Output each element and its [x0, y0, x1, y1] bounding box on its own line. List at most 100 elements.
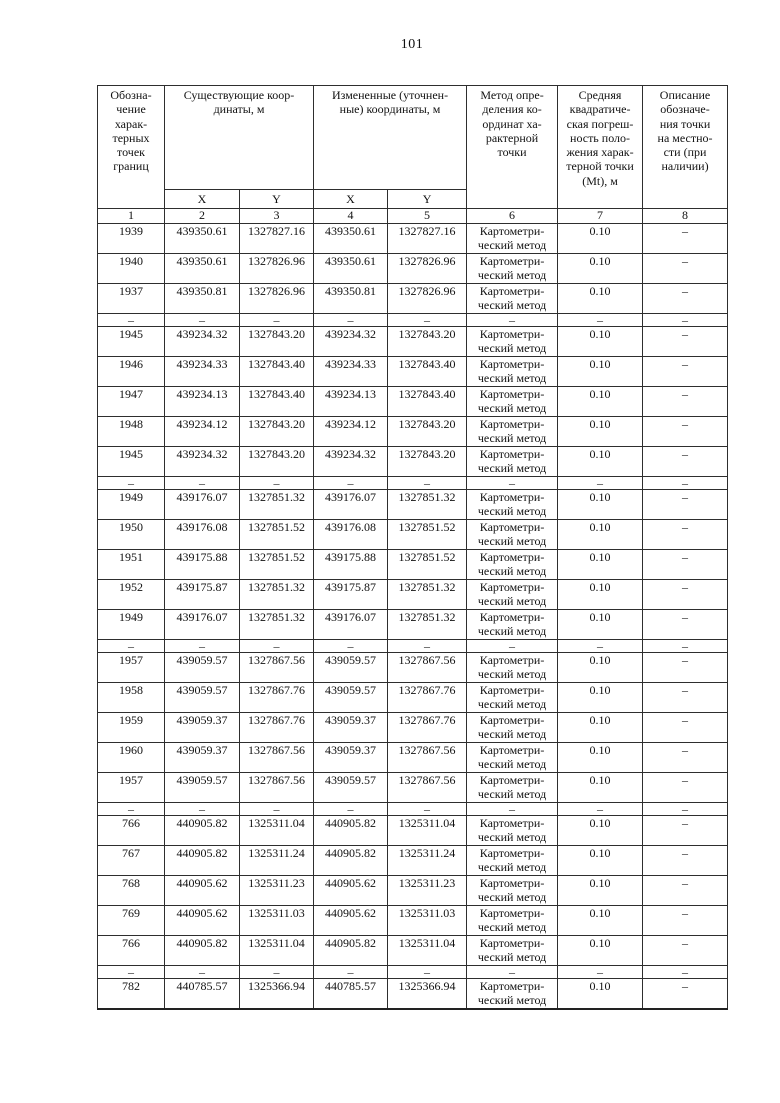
cell-point: 1952: [97, 579, 165, 610]
cell-x-existing: 439176.07: [164, 609, 240, 640]
cell-point: 766: [97, 815, 165, 846]
cell-error: 0.10: [557, 712, 644, 743]
separator-row: – – – – – – – –: [97, 639, 729, 653]
cell-method: –: [466, 476, 559, 490]
cell-y-changed: 1327851.52: [387, 549, 468, 580]
cell-method: Картометри- ческий метод: [466, 609, 559, 640]
cell-point: 766: [97, 935, 165, 966]
cell-point: –: [97, 639, 165, 653]
cell-y-existing: 1325311.23: [238, 875, 315, 906]
header-y-existing: Y: [238, 189, 315, 209]
header-row-main: Обозна- чение харак- терных точек границ…: [97, 85, 729, 209]
cell-x-changed: 440785.57: [313, 978, 389, 1009]
cell-point: 767: [97, 845, 165, 876]
cell-point: 1957: [97, 772, 165, 803]
cell-x-changed: 439176.08: [313, 519, 389, 550]
cell-error: –: [557, 965, 644, 979]
cell-x-changed: 440905.62: [313, 905, 389, 936]
column-number-5: 5: [387, 208, 468, 224]
cell-method: –: [466, 639, 559, 653]
cell-x-existing: 439059.37: [164, 712, 240, 743]
cell-y-changed: 1327843.20: [387, 326, 468, 357]
cell-description: –: [642, 978, 729, 1009]
header-method: Метод опре- деления ко- ординат ха- ракт…: [466, 85, 559, 209]
cell-x-existing: –: [164, 313, 240, 327]
cell-x-changed: 439234.32: [313, 326, 389, 357]
cell-x-existing: 439350.61: [164, 253, 240, 284]
header-row-xy: X Y X Y: [98, 189, 728, 209]
table-row: 1939 439350.61 1327827.16 439350.61 1327827.…: [97, 223, 729, 254]
cell-method: Картометри- ческий метод: [466, 712, 559, 743]
cell-x-changed: 439059.37: [313, 742, 389, 773]
cell-x-existing: –: [164, 802, 240, 816]
cell-point: 1960: [97, 742, 165, 773]
cell-y-existing: 1325311.04: [238, 935, 315, 966]
cell-x-changed: –: [313, 639, 389, 653]
cell-x-changed: 439234.13: [313, 386, 389, 417]
cell-point: –: [97, 802, 165, 816]
cell-method: Картометри- ческий метод: [466, 579, 559, 610]
cell-y-changed: 1325311.04: [387, 935, 468, 966]
column-number-1: 1: [97, 208, 165, 224]
cell-method: Картометри- ческий метод: [466, 326, 559, 357]
cell-y-changed: –: [387, 802, 468, 816]
header-point-designation: Обозна- чение харак- терных точек границ: [97, 85, 165, 209]
cell-point: 1940: [97, 253, 165, 284]
cell-y-existing: 1325366.94: [238, 978, 315, 1009]
cell-y-changed: 1327827.16: [387, 223, 468, 254]
cell-x-changed: 439059.37: [313, 712, 389, 743]
cell-description: –: [642, 965, 729, 979]
cell-method: Картометри- ческий метод: [466, 446, 559, 477]
cell-error: 0.10: [557, 652, 644, 683]
cell-x-existing: 440785.57: [164, 978, 240, 1009]
cell-description: –: [642, 476, 729, 490]
cell-y-existing: 1327867.76: [238, 712, 315, 743]
cell-method: Картометри- ческий метод: [466, 905, 559, 936]
cell-point: 1950: [97, 519, 165, 550]
header-mean-square-error: Средняя квадратиче- ская погреш- ность п…: [557, 85, 644, 209]
cell-error: 0.10: [557, 326, 644, 357]
cell-error: 0.10: [557, 489, 644, 520]
cell-y-changed: –: [387, 965, 468, 979]
cell-x-changed: 439175.88: [313, 549, 389, 580]
table-row: 1960 439059.37 1327867.56 439059.37 1327867.…: [97, 742, 729, 773]
table-row: 1959 439059.37 1327867.76 439059.37 1327867.…: [97, 712, 729, 743]
cell-x-existing: 439350.61: [164, 223, 240, 254]
cell-error: 0.10: [557, 609, 644, 640]
column-number-3: 3: [238, 208, 315, 224]
cell-method: Картометри- ческий метод: [466, 253, 559, 284]
cell-x-existing: 439175.87: [164, 579, 240, 610]
cell-y-changed: 1327843.40: [387, 356, 468, 387]
cell-y-existing: 1327851.32: [238, 489, 315, 520]
cell-x-existing: 439175.88: [164, 549, 240, 580]
table-row: 1949 439176.07 1327851.32 439176.07 1327851.…: [97, 489, 729, 520]
column-number-6: 6: [466, 208, 559, 224]
cell-y-changed: 1327867.56: [387, 652, 468, 683]
cell-description: –: [642, 446, 729, 477]
cell-y-changed: –: [387, 639, 468, 653]
cell-y-existing: 1327867.56: [238, 742, 315, 773]
cell-y-existing: 1327851.52: [238, 549, 315, 580]
cell-point: –: [97, 476, 165, 490]
cell-point: 1948: [97, 416, 165, 447]
cell-error: 0.10: [557, 742, 644, 773]
cell-description: –: [642, 549, 729, 580]
cell-error: 0.10: [557, 356, 644, 387]
cell-x-existing: 439234.33: [164, 356, 240, 387]
table-row: 1952 439175.87 1327851.32 439175.87 1327851.…: [97, 579, 729, 610]
cell-error: 0.10: [557, 519, 644, 550]
cell-x-existing: 439176.07: [164, 489, 240, 520]
table-row: 1940 439350.61 1327826.96 439350.61 1327826.…: [97, 253, 729, 284]
cell-x-existing: –: [164, 639, 240, 653]
cell-x-existing: 439234.13: [164, 386, 240, 417]
cell-error: 0.10: [557, 446, 644, 477]
cell-error: –: [557, 639, 644, 653]
cell-x-changed: –: [313, 313, 389, 327]
table-row: 1958 439059.57 1327867.76 439059.57 1327867.…: [97, 682, 729, 713]
cell-method: Картометри- ческий метод: [466, 772, 559, 803]
column-number-7: 7: [557, 208, 644, 224]
cell-description: –: [642, 682, 729, 713]
table-body: 1939 439350.61 1327827.16 439350.61 1327827.…: [97, 223, 729, 1009]
cell-y-changed: 1327843.20: [387, 446, 468, 477]
